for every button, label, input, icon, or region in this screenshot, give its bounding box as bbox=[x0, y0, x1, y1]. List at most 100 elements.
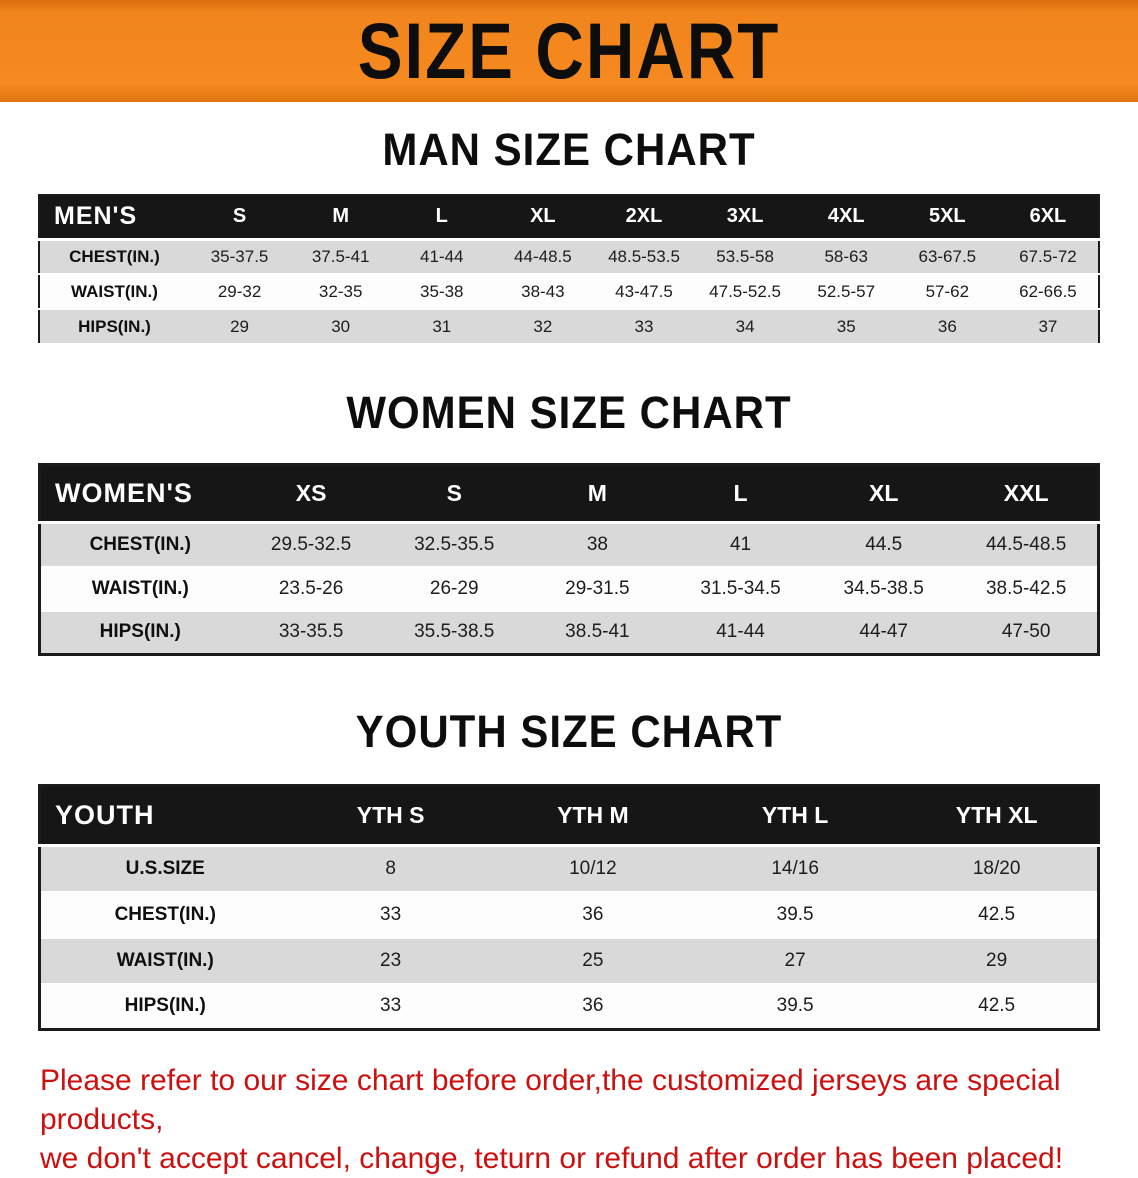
value-cell: 31.5-34.5 bbox=[668, 566, 813, 612]
value-cell: 10/12 bbox=[491, 845, 694, 893]
women-section: WOMEN SIZE CHART WOMEN'S XS S M L XL XXL CHEST(… bbox=[0, 387, 1138, 656]
column-header-cell: YTH XL bbox=[896, 785, 1099, 847]
value-cell: 32.5-35.5 bbox=[382, 522, 526, 568]
row-label-cell: CHEST(IN.) bbox=[39, 891, 290, 939]
value-cell: 44-47 bbox=[812, 610, 956, 656]
column-header-cell: 6XL bbox=[997, 195, 1099, 241]
value-cell: 44.5-48.5 bbox=[955, 522, 1099, 568]
value-cell: 52.5-57 bbox=[795, 274, 897, 310]
value-cell: 41-44 bbox=[668, 610, 813, 656]
table-row: CHEST(IN.) 29.5-32.5 32.5-35.5 38 41 44.5 44.5… bbox=[39, 522, 1099, 568]
table-title-cell: MEN'S bbox=[39, 195, 189, 241]
women-size-table: WOMEN'S XS S M L XL XXL CHEST(IN.) 29.5-32.5 32.5… bbox=[38, 463, 1100, 656]
value-cell: 29 bbox=[896, 937, 1099, 985]
column-header-cell: M bbox=[525, 464, 669, 524]
column-header-cell: 3XL bbox=[694, 195, 796, 241]
value-cell: 35 bbox=[795, 309, 897, 345]
column-header-cell: S bbox=[382, 464, 526, 524]
value-cell: 39.5 bbox=[694, 891, 897, 939]
column-header-cell: YTH S bbox=[289, 785, 492, 847]
table-row: WAIST(IN.) 23.5-26 26-29 29-31.5 31.5-34.5 34… bbox=[39, 566, 1099, 612]
table-header-row: YOUTH YTH S YTH M YTH L YTH XL bbox=[39, 785, 1099, 847]
value-cell: 29 bbox=[189, 309, 291, 345]
youth-section: YOUTH SIZE CHART YOUTH YTH S YTH M YTH L YTH… bbox=[0, 706, 1138, 1031]
value-cell: 27 bbox=[694, 937, 897, 985]
row-label-cell: HIPS(IN.) bbox=[39, 983, 290, 1031]
value-cell: 48.5-53.5 bbox=[593, 239, 695, 275]
table-row: HIPS(IN.) 33 36 39.5 42.5 bbox=[39, 983, 1099, 1031]
value-cell: 8 bbox=[289, 845, 492, 893]
women-section-title: WOMEN SIZE CHART bbox=[0, 387, 1138, 438]
row-label-cell: CHEST(IN.) bbox=[39, 239, 189, 275]
column-header-cell: 4XL bbox=[795, 195, 897, 241]
value-cell: 29-31.5 bbox=[525, 566, 669, 612]
column-header-cell: XL bbox=[492, 195, 594, 241]
value-cell: 63-67.5 bbox=[896, 239, 998, 275]
value-cell: 34.5-38.5 bbox=[812, 566, 956, 612]
table-row: CHEST(IN.) 33 36 39.5 42.5 bbox=[39, 891, 1099, 939]
value-cell: 33 bbox=[593, 309, 695, 345]
column-header-cell: YTH L bbox=[694, 785, 897, 847]
column-header-cell: YTH M bbox=[491, 785, 694, 847]
value-cell: 37 bbox=[997, 309, 1099, 345]
column-header-cell: XXL bbox=[955, 464, 1099, 524]
table-title-cell: WOMEN'S bbox=[39, 464, 240, 524]
value-cell: 23 bbox=[289, 937, 492, 985]
table-header-row: MEN'S S M L XL 2XL 3XL 4XL 5XL 6XL bbox=[39, 195, 1099, 241]
row-label-cell: CHEST(IN.) bbox=[39, 522, 240, 568]
disclaimer-line-1: Please refer to our size chart before or… bbox=[40, 1064, 1061, 1136]
men-size-table: MEN'S S M L XL 2XL 3XL 4XL 5XL 6XL CHEST(IN.) 35-37… bbox=[38, 194, 1100, 345]
value-cell: 47-50 bbox=[955, 610, 1099, 656]
value-cell: 31 bbox=[391, 309, 493, 345]
women-section-title-text: WOMEN SIZE CHART bbox=[346, 387, 792, 438]
value-cell: 29.5-32.5 bbox=[239, 522, 383, 568]
value-cell: 53.5-58 bbox=[694, 239, 796, 275]
column-header-cell: XL bbox=[812, 464, 956, 524]
value-cell: 32-35 bbox=[290, 274, 392, 310]
disclaimer: Please refer to our size chart before or… bbox=[40, 1061, 1102, 1178]
value-cell: 35-38 bbox=[391, 274, 493, 310]
disclaimer-line-2: we don't accept cancel, change, teturn o… bbox=[40, 1142, 1064, 1175]
value-cell: 35.5-38.5 bbox=[382, 610, 526, 656]
value-cell: 67.5-72 bbox=[997, 239, 1099, 275]
value-cell: 44-48.5 bbox=[492, 239, 594, 275]
column-header-cell: 5XL bbox=[896, 195, 998, 241]
men-section: MAN SIZE CHART MEN'S S M L XL 2XL 3XL 4XL 5XL 6XL… bbox=[0, 124, 1138, 345]
value-cell: 18/20 bbox=[896, 845, 1099, 893]
value-cell: 43-47.5 bbox=[593, 274, 695, 310]
youth-section-title-text: YOUTH SIZE CHART bbox=[355, 706, 783, 757]
men-section-title: MAN SIZE CHART bbox=[0, 124, 1138, 175]
value-cell: 26-29 bbox=[382, 566, 526, 612]
value-cell: 39.5 bbox=[694, 983, 897, 1031]
column-header-cell: L bbox=[391, 195, 493, 241]
table-row: U.S.SIZE 8 10/12 14/16 18/20 bbox=[39, 845, 1099, 893]
value-cell: 34 bbox=[694, 309, 796, 345]
value-cell: 41 bbox=[668, 522, 813, 568]
table-header-row: WOMEN'S XS S M L XL XXL bbox=[39, 464, 1099, 524]
value-cell: 62-66.5 bbox=[997, 274, 1099, 310]
value-cell: 30 bbox=[290, 309, 392, 345]
page-title: SIZE CHART bbox=[357, 7, 781, 95]
row-label-cell: HIPS(IN.) bbox=[39, 309, 189, 345]
banner: SIZE CHART bbox=[0, 0, 1138, 102]
row-label-cell: WAIST(IN.) bbox=[39, 274, 189, 310]
value-cell: 33 bbox=[289, 983, 492, 1031]
value-cell: 42.5 bbox=[896, 891, 1099, 939]
value-cell: 32 bbox=[492, 309, 594, 345]
row-label-cell: U.S.SIZE bbox=[39, 845, 290, 893]
value-cell: 36 bbox=[491, 891, 694, 939]
value-cell: 35-37.5 bbox=[189, 239, 291, 275]
column-header-cell: XS bbox=[239, 464, 383, 524]
table-row: WAIST(IN.) 23 25 27 29 bbox=[39, 937, 1099, 985]
men-section-title-text: MAN SIZE CHART bbox=[382, 124, 756, 175]
value-cell: 36 bbox=[491, 983, 694, 1031]
value-cell: 44.5 bbox=[812, 522, 956, 568]
value-cell: 38.5-41 bbox=[525, 610, 669, 656]
value-cell: 38.5-42.5 bbox=[955, 566, 1099, 612]
row-label-cell: HIPS(IN.) bbox=[39, 610, 240, 656]
youth-section-title: YOUTH SIZE CHART bbox=[0, 706, 1138, 757]
value-cell: 57-62 bbox=[896, 274, 998, 310]
value-cell: 37.5-41 bbox=[290, 239, 392, 275]
row-label-cell: WAIST(IN.) bbox=[39, 566, 240, 612]
value-cell: 42.5 bbox=[896, 983, 1099, 1031]
